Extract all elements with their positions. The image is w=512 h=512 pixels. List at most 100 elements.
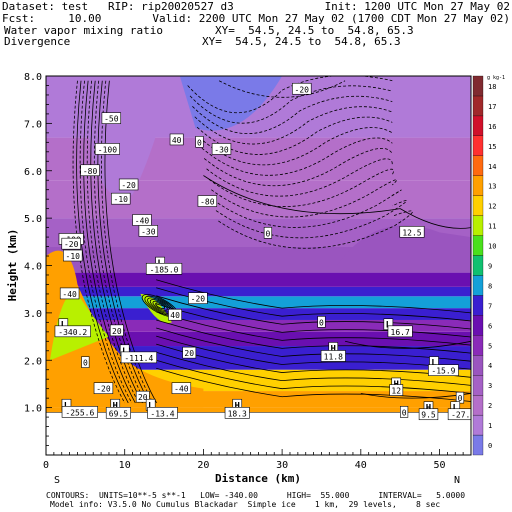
contour-label: -20: [64, 240, 79, 249]
cross-section-coords-2: XY= 54.5, 24.5 to 54.8, 65.3: [202, 35, 401, 48]
negative-contour: [192, 95, 393, 134]
contour-label: -20: [191, 295, 206, 304]
contour-label-box: [387, 325, 413, 338]
shading-band: [46, 286, 471, 297]
x-tick-label: 50: [433, 460, 445, 471]
colorbar-swatch: [472, 275, 484, 296]
colorbar-label: 2: [488, 402, 492, 410]
colorbar-unit: g kg-1: [487, 75, 505, 81]
negative-contour: [201, 137, 393, 176]
contour-label-box: [182, 346, 197, 359]
contour-label: 12: [391, 387, 401, 396]
contour-label-box: [118, 178, 139, 191]
contour-label-box: [135, 390, 150, 403]
colorbar-swatch: [472, 235, 484, 256]
contour-label: -30: [141, 227, 156, 236]
contour-label: 0: [266, 229, 271, 238]
closed-contour: [152, 300, 168, 311]
contour-label: 16.7: [391, 328, 410, 337]
positive-contour: [156, 327, 471, 362]
contour-label-box: [54, 325, 91, 338]
colorbar-swatch: [472, 315, 484, 336]
updraft-contour: [97, 80, 150, 404]
contour-label: -20: [295, 85, 310, 94]
y-tick-label: 1.0: [24, 404, 42, 415]
colorbar-label: 11: [488, 223, 496, 231]
contour-label: -255.6: [65, 408, 94, 417]
colorbar-swatch: [472, 434, 484, 456]
contour-label-box: [211, 143, 232, 155]
negative-contour: [215, 200, 407, 239]
cross-section-coords-1: XY= 54.5, 24.5 to 54.8, 65.3: [215, 24, 414, 37]
contour-label-box: [400, 406, 409, 418]
contour-label: -185.0: [150, 265, 179, 274]
y-tick-label: 3.0: [24, 309, 42, 320]
colorbar-label: 17: [488, 103, 496, 111]
colorbar-label: 16: [488, 123, 496, 131]
negative-contour: [218, 80, 346, 98]
contour-label-box: [94, 143, 120, 155]
x-tick-label: 40: [355, 460, 367, 471]
shading-band: [46, 272, 471, 287]
contour-label-box: [171, 382, 192, 394]
y-tick-label: 8.0: [24, 72, 42, 83]
moist-plume: [46, 250, 204, 408]
negative-contour: [213, 189, 402, 228]
colorbar-label: 5: [488, 342, 492, 350]
negative-contour: [211, 179, 398, 218]
contour-label-box: [418, 408, 439, 421]
colorbar-label: 18: [488, 83, 496, 91]
contour-label-box: [169, 133, 184, 146]
updraft-contour: [104, 80, 157, 404]
positive-contour: [156, 359, 471, 394]
colorbar-label: 3: [488, 382, 492, 390]
colorbar-label: 0: [488, 442, 492, 450]
y-tick-label: 2.0: [24, 356, 42, 367]
zero-contour: [203, 175, 471, 229]
contour-label-box: [80, 164, 100, 177]
colorbar-swatch: [472, 135, 484, 156]
contour-label: -40: [62, 290, 77, 299]
moist-patch-right: [337, 225, 471, 266]
y-axis-label: Height (km): [6, 229, 19, 302]
colorbar-swatch: [472, 155, 484, 176]
contour-label: 40: [170, 311, 180, 320]
colorbar-swatch: [472, 75, 484, 97]
colorbar-label: 7: [488, 302, 492, 310]
negative-contour: [218, 210, 413, 249]
contour-label: 20: [138, 393, 148, 402]
contour-label-box: [111, 192, 131, 205]
contour-label-box: [63, 249, 83, 262]
contour-info: CONTOURS: UNITS=10**-5 s**-1 LOW= -340.0…: [46, 491, 466, 500]
y-axis: 1.0 2.0 3.0 4.0 5.0 6.0 7.0 8.0: [24, 72, 52, 456]
forecast-hour: Fcst: 10.00: [2, 12, 102, 25]
y-tick-label: 7.0: [24, 119, 42, 130]
contour-label: 0: [197, 138, 202, 147]
contour-label-box: [389, 384, 404, 396]
updraft-contour: [72, 80, 126, 404]
contour-label: 40: [172, 136, 182, 145]
contour-label: -111.4: [124, 354, 153, 363]
field-name-contoured: Divergence: [4, 35, 71, 48]
contour-label-box: [188, 292, 208, 304]
contour-label: H: [113, 401, 118, 411]
contour-label-box: [447, 408, 471, 421]
contour-label-box: [263, 226, 273, 239]
contour-label: H: [331, 344, 336, 354]
colorbar-label: 4: [488, 362, 492, 370]
colorbar-label: 9: [488, 263, 492, 271]
x-axis: 0 10 20 30 40 50: [43, 449, 472, 471]
positive-contour: [156, 319, 471, 354]
contour-label: -30: [214, 145, 229, 154]
dry-patch: [179, 76, 283, 131]
terrain-fill: [46, 412, 471, 455]
contour-label: L: [148, 401, 154, 411]
contour-label-box: [320, 350, 346, 362]
colorbar-swatch: [472, 335, 484, 356]
contour-label: -100: [98, 145, 117, 154]
colorbar-label: 14: [488, 163, 496, 171]
contour-label: 12.5: [402, 228, 421, 237]
zero-contour: [344, 340, 471, 349]
negative-contour: [189, 85, 393, 124]
